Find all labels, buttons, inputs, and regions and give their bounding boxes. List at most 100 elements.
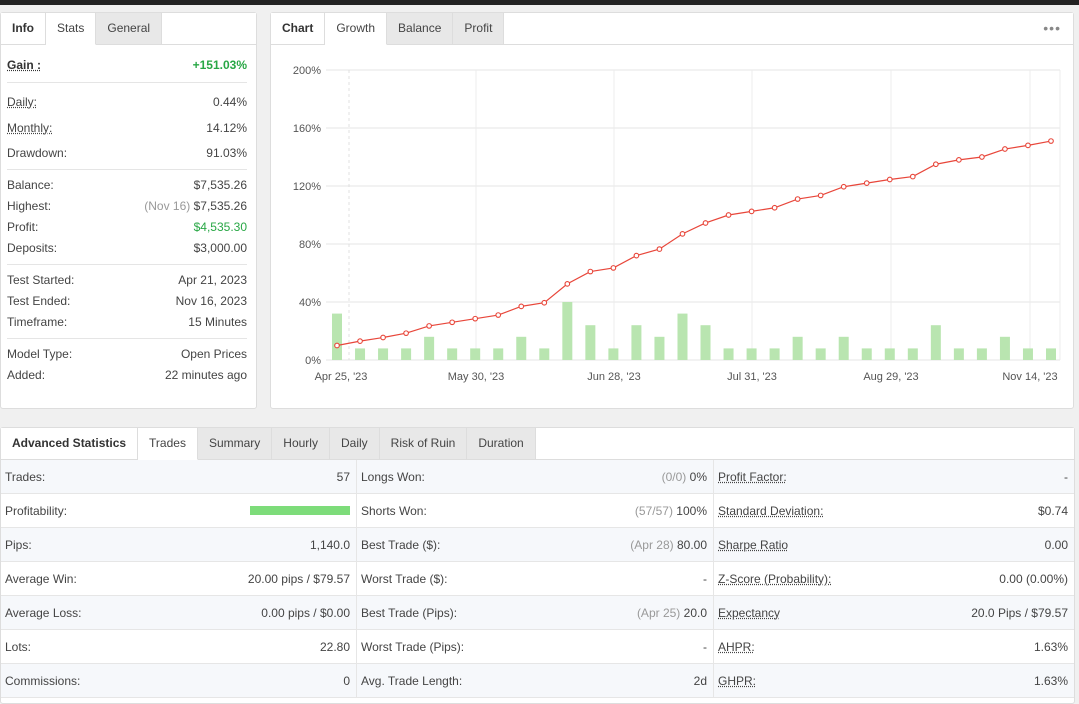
bar [631, 325, 642, 360]
growth-line [336, 140, 1052, 347]
tab-duration[interactable]: Duration [467, 428, 536, 459]
tab-trades[interactable]: Trades [138, 428, 198, 460]
tab-general[interactable]: General [96, 13, 163, 44]
profit-factor-label[interactable]: Profit Factor: [718, 469, 787, 484]
tab-hourly[interactable]: Hourly [272, 428, 330, 459]
stat-row: Profit Factor: - [714, 460, 1074, 494]
x-tick-label: Apr 25, '23 [315, 371, 368, 383]
average-win-value: 20.00 pips / $79.57 [247, 571, 350, 586]
deposits-row: Deposits: $3,000.00 [7, 237, 247, 258]
gain-row: Gain : +151.03% [7, 45, 247, 82]
tab-summary[interactable]: Summary [197, 428, 273, 459]
bar [585, 325, 596, 360]
longs-won-value: 0% [689, 469, 707, 484]
best-trade-usd-date: (Apr 28) [630, 537, 674, 552]
gain-label[interactable]: Gain : [7, 57, 42, 72]
shorts-won-note: (57/57) [634, 503, 673, 518]
timeframe-row: Timeframe: 15 Minutes [7, 311, 247, 332]
test-started-value: Apr 21, 2023 [178, 272, 247, 287]
longs-won-label: Longs Won: [361, 469, 425, 484]
data-point [403, 330, 409, 337]
tab-daily[interactable]: Daily [329, 428, 380, 459]
data-point [518, 303, 525, 310]
bar [861, 348, 872, 360]
z-score-label[interactable]: Z-Score (Probability): [718, 571, 832, 586]
highest-label: Highest: [7, 198, 52, 213]
z-score-value: 0.00 (0.00%) [999, 571, 1068, 586]
data-point [771, 204, 778, 211]
bar [815, 348, 826, 360]
tab-advanced-statistics: Advanced Statistics [1, 428, 139, 459]
stat-row: Profitability: [1, 494, 356, 528]
data-point [610, 265, 617, 271]
model-type-row: Model Type: Open Prices [7, 343, 247, 364]
drawdown-label: Drawdown: [7, 146, 68, 160]
tab-stats[interactable]: Stats [46, 13, 97, 45]
ghpr-label[interactable]: GHPR: [718, 673, 757, 688]
data-point [541, 299, 548, 306]
standard-deviation-label[interactable]: Standard Deviation: [718, 503, 824, 518]
bar [539, 348, 550, 360]
data-point [656, 246, 663, 252]
stats-column-1: Trades: 57 Profitability: Pips: 1,140.0 Av… [1, 460, 356, 698]
daily-label[interactable]: Daily: [7, 95, 38, 109]
monthly-label[interactable]: Monthly: [7, 121, 53, 135]
expectancy-value: 20.0 Pips / $79.57 [971, 605, 1068, 620]
highest-date: (Nov 16) [144, 198, 191, 213]
stat-row: Standard Deviation: $0.74 [714, 494, 1074, 528]
tab-growth[interactable]: Growth [325, 13, 388, 45]
data-point [587, 268, 594, 275]
tab-chart: Chart [271, 13, 326, 44]
test-started-row: Test Started: Apr 21, 2023 [7, 269, 247, 290]
stat-row: GHPR: 1.63% [714, 664, 1074, 698]
lots-value: 22.80 [319, 639, 350, 654]
pips-label: Pips: [5, 537, 32, 552]
bar [976, 348, 987, 360]
avg-trade-length-label: Avg. Trade Length: [361, 673, 463, 688]
shorts-won-value: 100% [676, 503, 707, 518]
balance-row: Balance: $7,535.26 [7, 174, 247, 195]
bar [999, 336, 1010, 360]
deposits-value: $3,000.00 [193, 240, 247, 255]
bar [608, 348, 619, 360]
tab-balance[interactable]: Balance [387, 13, 454, 44]
worst-trade-usd-label: Worst Trade ($): [361, 571, 448, 586]
worst-trade-pips-label: Worst Trade (Pips): [361, 639, 465, 654]
tab-info: Info [1, 13, 46, 44]
data-point [748, 208, 755, 215]
stats-column-2: Longs Won: (0/0) 0% Shorts Won: (57/57) 10… [356, 460, 713, 698]
stat-row: Trades: 57 [1, 460, 356, 494]
profit-factor-value: - [1064, 469, 1068, 484]
data-point [794, 196, 801, 202]
info-tabs: Info Stats General [1, 13, 256, 45]
y-tick-label: 40% [299, 297, 321, 309]
stat-row: Best Trade (Pips): (Apr 25) 20.0 [357, 596, 713, 630]
tab-risk-of-ruin[interactable]: Risk of Ruin [379, 428, 468, 459]
more-dots-icon[interactable]: ••• [1043, 20, 1061, 36]
ahpr-label[interactable]: AHPR: [718, 639, 755, 654]
data-point [357, 338, 363, 345]
chart-tabs: Chart Growth Balance Profit [271, 13, 1073, 45]
best-trade-pips-value: 20.0 [683, 605, 707, 620]
profitability-bar [250, 506, 350, 515]
data-point [1025, 142, 1031, 149]
tab-profit[interactable]: Profit [453, 13, 505, 44]
adv-tabs: Advanced Statistics Trades Summary Hourl… [1, 428, 1074, 460]
expectancy-label[interactable]: Expectancy [718, 605, 781, 620]
data-point [725, 212, 732, 218]
advanced-statistics-panel: Advanced Statistics Trades Summary Hourl… [0, 427, 1075, 704]
stat-row: Average Loss: 0.00 pips / $0.00 [1, 596, 356, 630]
stat-row: Worst Trade (Pips): - [357, 630, 713, 664]
daily-row: Daily: 0.44% [7, 89, 247, 115]
data-point [633, 252, 640, 259]
added-label: Added: [7, 367, 46, 382]
bar [562, 302, 573, 360]
bar [1022, 348, 1033, 360]
y-tick-label: 0% [305, 355, 321, 367]
sharpe-ratio-label[interactable]: Sharpe Ratio [718, 537, 789, 552]
stat-row: Shorts Won: (57/57) 100% [357, 494, 713, 528]
monthly-row: Monthly: 14.12% [7, 115, 247, 141]
added-row: Added: 22 minutes ago [7, 364, 247, 385]
info-panel: Info Stats General Gain : +151.03% Daily… [0, 12, 257, 409]
pips-value: 1,140.0 [309, 537, 350, 552]
